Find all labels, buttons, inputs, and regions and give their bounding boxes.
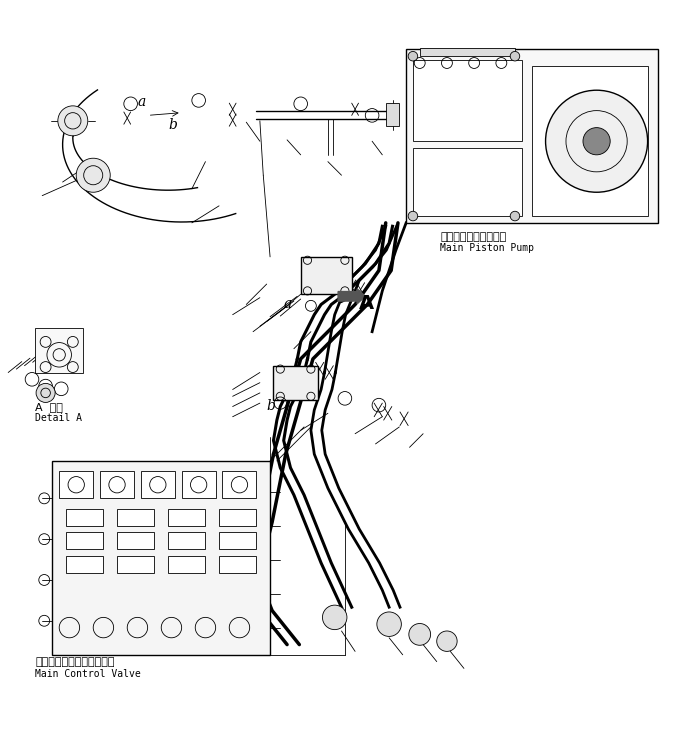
Text: メインコントロールバルブ: メインコントロールバルブ (36, 657, 115, 667)
Bar (219, 557, 257, 573)
Bar (36, 329, 83, 372)
Bar (117, 533, 154, 549)
Bar (532, 66, 647, 216)
Circle shape (436, 631, 457, 651)
Bar (59, 471, 93, 498)
Text: Detail A: Detail A (36, 413, 83, 423)
Bar (53, 461, 270, 655)
Text: Main Control Valve: Main Control Valve (36, 668, 141, 679)
Circle shape (408, 212, 418, 221)
Bar (100, 471, 134, 498)
Circle shape (583, 127, 610, 155)
Bar (413, 60, 522, 142)
Bar (141, 471, 175, 498)
Text: メインビストンポンプ: メインビストンポンプ (440, 232, 506, 242)
Bar (66, 509, 103, 525)
Circle shape (409, 624, 430, 645)
Circle shape (322, 605, 347, 630)
Bar (117, 557, 154, 573)
Circle shape (510, 51, 520, 61)
Bar (168, 533, 206, 549)
Circle shape (76, 158, 110, 192)
Bar (66, 557, 103, 573)
Bar (420, 48, 515, 56)
Bar (386, 103, 400, 126)
Bar (168, 557, 206, 573)
Bar (406, 49, 658, 223)
Circle shape (377, 612, 402, 636)
Bar (66, 533, 103, 549)
Bar (413, 148, 522, 216)
Circle shape (546, 90, 647, 192)
Bar (168, 509, 206, 525)
Bar (219, 533, 257, 549)
Text: Main Piston Pump: Main Piston Pump (440, 244, 534, 253)
Bar (301, 257, 352, 294)
Text: a: a (283, 297, 292, 311)
Bar (182, 471, 216, 498)
Circle shape (36, 384, 55, 402)
Circle shape (408, 51, 418, 61)
Bar (273, 366, 318, 400)
FancyArrow shape (338, 289, 365, 304)
Text: b: b (266, 399, 275, 413)
Circle shape (510, 212, 520, 221)
Bar (219, 509, 257, 525)
Text: A: A (359, 294, 374, 313)
Text: A  詳細: A 詳細 (36, 402, 64, 412)
Bar (223, 471, 257, 498)
Bar (117, 509, 154, 525)
Text: b: b (168, 118, 177, 132)
Text: a: a (137, 95, 145, 109)
Circle shape (58, 106, 88, 136)
